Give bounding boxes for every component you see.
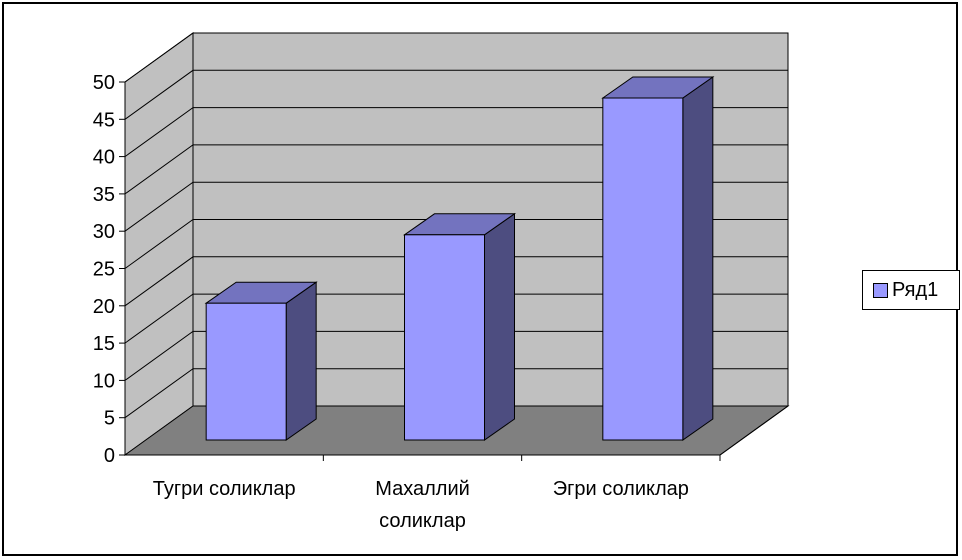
bar <box>601 76 715 441</box>
bar <box>402 212 517 441</box>
gridline <box>124 219 788 269</box>
gridline <box>124 368 788 419</box>
y-tick-label: 40 <box>93 147 115 169</box>
legend-swatch <box>873 282 888 298</box>
bar-front <box>602 97 684 441</box>
y-tick-label: 10 <box>93 370 115 392</box>
floor-edge <box>719 405 789 456</box>
y-tick-label: 25 <box>93 259 115 281</box>
gridline <box>124 144 788 195</box>
gridline <box>124 256 788 307</box>
legend: Ряд1 <box>862 270 960 310</box>
gridline <box>124 107 788 158</box>
y-tick-label: 50 <box>93 72 115 94</box>
bar-side <box>484 212 515 441</box>
legend-label: Ряд1 <box>892 278 939 301</box>
y-tick-label: 35 <box>93 184 115 206</box>
y-tick-label: 0 <box>104 445 115 467</box>
bar-front <box>404 234 485 441</box>
y-tick-label: 20 <box>93 296 115 318</box>
bars <box>204 76 715 441</box>
axes <box>119 81 789 461</box>
y-tick-label: 5 <box>104 408 115 430</box>
gridline <box>124 181 788 232</box>
x-tick-labels: Тугри соликлар Махаллий соликлар Эгри солик… <box>153 478 689 532</box>
gridline <box>124 293 788 344</box>
x-tick-label: Тугри соликлар <box>153 478 296 500</box>
y-tick-label: 45 <box>93 109 115 131</box>
y-tick-labels: 0 5 10 15 20 25 30 35 40 45 50 <box>93 72 115 467</box>
y-tick-label: 30 <box>93 221 115 243</box>
gridline <box>124 32 788 83</box>
bar <box>204 281 318 441</box>
gridline <box>124 69 788 120</box>
x-tick-label: соликлар <box>379 510 466 532</box>
bar-front <box>205 302 287 441</box>
gridlines <box>124 32 788 419</box>
bar-side <box>682 76 714 441</box>
bar-side <box>285 281 317 441</box>
y-tick-label: 15 <box>93 333 115 355</box>
x-tick-label: Махаллий <box>375 478 470 500</box>
gridline <box>124 330 788 381</box>
x-tick-label: Эгри соликлар <box>553 478 689 500</box>
